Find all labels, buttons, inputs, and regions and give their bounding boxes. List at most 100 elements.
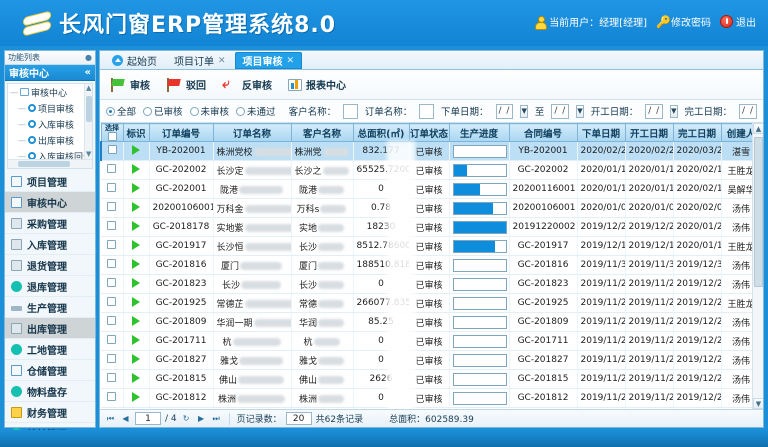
row-checkbox[interactable] — [101, 236, 124, 256]
grid-vertical-scrollbar[interactable]: ▲ ▼ — [752, 123, 763, 409]
row-checkbox[interactable] — [101, 407, 124, 409]
col-area[interactable]: 总面积(㎡) — [352, 123, 410, 142]
row-checkbox[interactable] — [101, 350, 124, 370]
radio-approved[interactable]: 已审核 — [143, 104, 183, 118]
scroll-down-icon[interactable]: ▼ — [86, 150, 92, 158]
cell-progress[interactable] — [449, 312, 510, 332]
logout-button[interactable]: 退出 — [720, 14, 756, 29]
approve-button[interactable]: 审核 — [110, 77, 150, 92]
row-checkbox[interactable] — [101, 312, 124, 332]
tab-home[interactable]: 起始页 — [104, 52, 165, 69]
scroll-thumb[interactable] — [754, 137, 763, 287]
col-order-date[interactable]: 下单日期 — [576, 123, 626, 142]
sidebar-item-material-inventory[interactable]: 物料盘存 — [5, 381, 95, 402]
table-row[interactable]: 20200106001 万科金 万科s 0.78 已审核 20200106001 2020/… — [101, 198, 762, 218]
scroll-thumb[interactable] — [86, 96, 92, 122]
col-select[interactable]: 选择 — [100, 123, 124, 142]
row-checkbox[interactable] — [101, 217, 124, 237]
page-size-input[interactable]: 20 — [285, 412, 312, 425]
row-checkbox[interactable] — [100, 141, 124, 161]
sidebar-group-title-bar[interactable]: 审核中心 « — [5, 65, 95, 81]
tree-horizontal-scrollbar[interactable] — [8, 159, 92, 168]
prev-page-icon[interactable]: ◀ — [122, 414, 129, 423]
customer-name-input[interactable] — [343, 103, 358, 119]
collapse-left-icon[interactable]: « — [84, 67, 91, 78]
table-row[interactable]: GC-201827雅戈雅戈0已审核GC-2018272019/11/202019… — [101, 350, 762, 370]
col-customer[interactable]: 客户名称 — [290, 123, 354, 142]
order-date-to-input[interactable]: / / — [551, 103, 570, 119]
table-row[interactable]: GC-202001陇港陇港0已审核202001160012020/01/1620… — [101, 179, 762, 199]
order-date-from-input[interactable]: / / — [495, 103, 514, 119]
row-checkbox[interactable] — [101, 293, 124, 313]
cell-progress[interactable] — [449, 255, 510, 275]
table-row[interactable]: GC-202002长沙定长沙之65525.7200…已审核GC-20200220… — [101, 160, 762, 180]
row-checkbox[interactable] — [101, 274, 124, 294]
table-row[interactable]: GC-201816 厦门 厦门 188510.818 已审核 GC-201816 2019/… — [101, 255, 762, 275]
next-page-icon[interactable]: ▶ — [198, 414, 205, 423]
row-checkbox[interactable] — [101, 255, 124, 275]
sidebar-item-project-management[interactable]: 项目管理 — [5, 171, 95, 192]
first-page-icon[interactable]: ⏮ — [106, 413, 115, 423]
tree-vertical-scrollbar[interactable]: ▲ ▼ — [84, 84, 92, 168]
tree-node-root[interactable]: — 审核中心 — [8, 84, 92, 100]
sidebar-item-outbound-management[interactable]: 出库管理 — [5, 318, 95, 339]
unapprove-button[interactable]: ⤶ 反审核 — [222, 77, 272, 93]
scroll-down-icon[interactable]: ▼ — [753, 398, 763, 409]
calendar-dropdown-icon[interactable]: ▼ — [520, 104, 528, 118]
scroll-up-icon[interactable]: ▲ — [86, 84, 92, 92]
table-row[interactable]: YB-202001 株洲党校 株洲党 832.177 已审核 YB-202001 2020/… — [100, 141, 762, 161]
cell-progress[interactable] — [449, 198, 510, 218]
cell-progress[interactable] — [449, 350, 510, 370]
tab-project-orders[interactable]: 项目订单 ✕ — [166, 52, 234, 69]
col-flag[interactable]: 标识 — [122, 123, 150, 142]
pin-icon[interactable]: ● — [85, 53, 92, 62]
radio-rejected[interactable]: 未通过 — [236, 104, 276, 118]
cell-progress[interactable] — [449, 293, 510, 313]
row-checkbox[interactable] — [101, 369, 124, 389]
start-date-input[interactable]: / / — [645, 103, 664, 119]
go-icon[interactable]: ↻ — [182, 414, 190, 423]
tree-node-inbound-audit[interactable]: — 入库审核 — [8, 116, 92, 132]
reject-button[interactable]: 驳回 — [166, 77, 206, 92]
cell-progress[interactable] — [449, 179, 510, 199]
calendar-dropdown-icon[interactable]: ▼ — [670, 104, 678, 118]
table-row[interactable]: GC-201917长沙恒长沙8512.78600…已审核GC-201917201… — [101, 236, 762, 256]
cell-progress[interactable] — [449, 160, 510, 180]
scroll-thumb[interactable] — [18, 161, 70, 167]
col-finish-date[interactable]: 完工日期 — [672, 123, 722, 142]
row-checkbox[interactable] — [101, 331, 124, 351]
cell-progress[interactable] — [449, 274, 510, 294]
col-order-name[interactable]: 订单名称 — [212, 123, 292, 142]
col-contract-no[interactable]: 合同编号 — [508, 123, 578, 142]
sidebar-item-site-management[interactable]: 工地管理 — [5, 339, 95, 360]
table-row[interactable]: GC-201823长沙长沙0已审核GC-2018232019/11/272019… — [101, 274, 762, 294]
col-start-date[interactable]: 开工日期 — [624, 123, 674, 142]
col-order-no[interactable]: 订单编号 — [148, 123, 214, 142]
cell-progress[interactable] — [449, 331, 510, 351]
expand-icon[interactable]: — — [10, 87, 18, 97]
row-checkbox[interactable] — [101, 179, 124, 199]
cell-progress[interactable] — [449, 141, 510, 161]
col-progress[interactable]: 生产进度 — [448, 123, 510, 142]
sidebar-item-return-management[interactable]: 退货管理 — [5, 255, 95, 276]
sidebar-item-warehouse-management[interactable]: 仓储管理 — [5, 360, 95, 381]
sidebar-item-stock-return-management[interactable]: 退库管理 — [5, 276, 95, 297]
cell-progress[interactable] — [449, 369, 510, 389]
col-status[interactable]: 订单状态 — [408, 123, 450, 142]
cell-progress[interactable] — [449, 236, 510, 256]
cell-progress[interactable] — [449, 388, 510, 408]
row-checkbox[interactable] — [101, 388, 124, 408]
order-name-input[interactable] — [419, 103, 434, 119]
tab-project-audit[interactable]: 项目审核 ✕ — [234, 52, 303, 69]
table-row[interactable]: GC-2018178 实地紫 实地 18230 已审核 20191220002 2019/1… — [101, 217, 762, 237]
calendar-dropdown-icon[interactable]: ▼ — [576, 104, 584, 118]
sidebar-item-audit-center[interactable]: 审核中心 — [5, 192, 95, 213]
tree-node-outbound-audit[interactable]: — 出库审核 — [8, 132, 92, 148]
report-center-button[interactable]: 报表中心 — [288, 77, 346, 92]
last-page-icon[interactable]: ⏭ — [212, 413, 220, 423]
table-row[interactable]: GC-201711杭杭0已审核GC-2017112019/11/202019/1… — [101, 331, 762, 351]
table-row[interactable]: GC-201925常德芷常德266077.835…已审核GC-201925201… — [101, 293, 762, 313]
row-checkbox[interactable] — [101, 198, 124, 218]
radio-all[interactable]: 全部 — [106, 104, 136, 118]
select-all-checkbox[interactable] — [107, 132, 117, 141]
